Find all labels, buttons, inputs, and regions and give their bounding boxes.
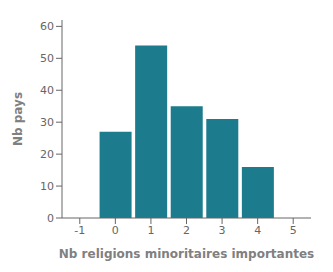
svg-text:40: 40 bbox=[40, 84, 54, 97]
svg-text:Nb religions minoritaires impo: Nb religions minoritaires importantes bbox=[59, 247, 314, 261]
svg-text:3: 3 bbox=[219, 224, 226, 237]
svg-text:50: 50 bbox=[40, 52, 54, 65]
svg-text:10: 10 bbox=[40, 180, 54, 193]
svg-text:-1: -1 bbox=[74, 224, 85, 237]
svg-text:1: 1 bbox=[147, 224, 154, 237]
svg-text:0: 0 bbox=[112, 224, 119, 237]
svg-text:30: 30 bbox=[40, 116, 54, 129]
svg-text:2: 2 bbox=[183, 224, 190, 237]
svg-text:0: 0 bbox=[47, 212, 54, 225]
svg-text:60: 60 bbox=[40, 20, 54, 33]
svg-text:5: 5 bbox=[290, 224, 297, 237]
svg-text:Nb pays: Nb pays bbox=[11, 92, 25, 146]
svg-text:20: 20 bbox=[40, 148, 54, 161]
svg-text:4: 4 bbox=[254, 224, 261, 237]
